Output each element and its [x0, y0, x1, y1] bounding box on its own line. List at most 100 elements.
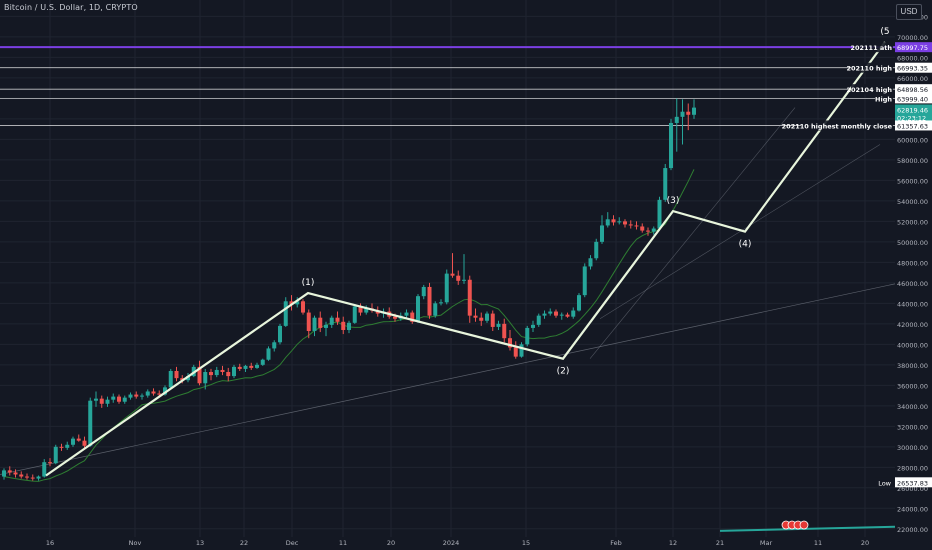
- candle-body: [94, 398, 98, 401]
- wave-label: (4): [739, 240, 752, 250]
- time-tick-label: 21: [716, 539, 724, 547]
- low-badge: [895, 477, 932, 488]
- ath-badge-text: 68997.75: [897, 44, 928, 52]
- candle-body: [542, 313, 547, 316]
- candle-body: [53, 446, 58, 464]
- candle-body: [404, 312, 409, 316]
- candle-body: [508, 338, 512, 348]
- candle-body: [278, 325, 282, 343]
- time-tick-label: Dec: [286, 539, 299, 547]
- level-badge: [895, 120, 932, 131]
- candle-body: [582, 266, 587, 296]
- wave-label: (2): [557, 367, 570, 377]
- wave-label: (3): [667, 196, 680, 206]
- candle-body: [318, 317, 323, 328]
- price-tick-label: 70000.00: [897, 34, 928, 42]
- price-tick-label: 26000.00: [897, 485, 928, 493]
- wave-label: (1): [302, 278, 315, 288]
- elliott-wave: (1) (2) (3) (4) (5: [45, 27, 890, 477]
- price-tick-label: 40000.00: [897, 341, 928, 349]
- candle-body: [306, 312, 311, 332]
- price-tick-label: 56000.00: [897, 177, 928, 185]
- price-tick-label: 52000.00: [897, 218, 928, 226]
- candle-body: [232, 366, 236, 377]
- currency-button[interactable]: USD: [896, 4, 922, 20]
- candle-body: [203, 372, 208, 384]
- time-tick-label: 11: [339, 539, 347, 547]
- price-axis[interactable]: 22000.00 24000.00 26000.00 28000.00 30000.00…: [895, 0, 932, 550]
- candle-body: [59, 446, 64, 448]
- candle-body: [657, 199, 662, 229]
- candle-body: [76, 438, 81, 441]
- level-label: High: [875, 95, 892, 103]
- candle-body: [42, 462, 47, 477]
- candle-body: [82, 440, 87, 446]
- candle-body: [674, 116, 679, 123]
- candle-body: [122, 397, 127, 402]
- level-label: 202110 high: [846, 65, 892, 73]
- high-badge: [895, 93, 932, 104]
- alert-icon: [799, 520, 809, 530]
- level-badge-text: 64898.56: [897, 86, 928, 94]
- candle-body: [249, 365, 254, 368]
- candle-body: [628, 224, 633, 226]
- candle-body: [640, 226, 645, 231]
- alert-icons[interactable]: [781, 520, 809, 530]
- candle-body: [312, 317, 317, 332]
- candle-body: [220, 369, 225, 373]
- candle-body: [283, 301, 288, 326]
- wave-label: (5: [880, 27, 889, 37]
- candle-body: [335, 317, 340, 322]
- candle-body: [48, 462, 52, 464]
- candle-body: [462, 279, 466, 281]
- candle-body: [485, 313, 489, 321]
- candle-body: [427, 286, 432, 316]
- candle-body: [7, 470, 12, 473]
- candle-body: [416, 296, 420, 322]
- candle-body: [272, 342, 277, 349]
- price-badges: 202111 ath 68997.75 202110 high 66993.35 202…: [782, 42, 932, 488]
- candle-body: [450, 273, 455, 276]
- trendlines: [0, 107, 896, 532]
- candle-body: [611, 219, 616, 223]
- candle-body: [243, 365, 248, 369]
- candle-body: [623, 221, 627, 225]
- candle-body: [456, 275, 461, 281]
- candle-body: [214, 369, 219, 376]
- current-price-badge: [895, 104, 932, 124]
- time-tick-label: 12: [669, 539, 677, 547]
- candle-body: [88, 400, 93, 446]
- time-axis[interactable]: 16 Nov 13 22 Dec 11 20 2024 15 Feb 12 21 Mar 11 20: [46, 539, 869, 547]
- level-label-bg: [875, 93, 893, 104]
- candle-body: [237, 366, 242, 369]
- candle-body: [266, 348, 271, 360]
- level-badge-text: 61357.63: [897, 122, 928, 130]
- candle-body: [180, 378, 185, 381]
- candle-body: [605, 219, 610, 226]
- candle-body: [289, 301, 294, 305]
- alert-markers[interactable]: [781, 520, 809, 530]
- candle-body: [531, 324, 535, 328]
- price-tick-label: 44000.00: [897, 300, 928, 308]
- candle-body: [548, 311, 553, 314]
- candle-body: [467, 279, 472, 316]
- candles: [2, 98, 696, 481]
- candle-body: [157, 393, 162, 395]
- time-tick-label: Nov: [129, 539, 142, 547]
- price-tick-label: 30000.00: [897, 444, 928, 452]
- price-tick-label: 50000.00: [897, 239, 928, 247]
- candle-body: [646, 230, 650, 232]
- price-tick-label: 36000.00: [897, 382, 928, 390]
- level-badge: [895, 62, 932, 73]
- price-tick-label: 58000.00: [897, 157, 928, 165]
- candle-body: [65, 444, 70, 448]
- candle-body: [651, 228, 656, 232]
- price-tick-label: 24000.00: [897, 505, 928, 513]
- price-tick-label: 38000.00: [897, 362, 928, 370]
- candle-body: [324, 324, 328, 328]
- candle-body: [117, 396, 121, 402]
- price-tick-label: 46000.00: [897, 280, 928, 288]
- candle-body: [151, 391, 156, 394]
- candle-body: [554, 311, 558, 316]
